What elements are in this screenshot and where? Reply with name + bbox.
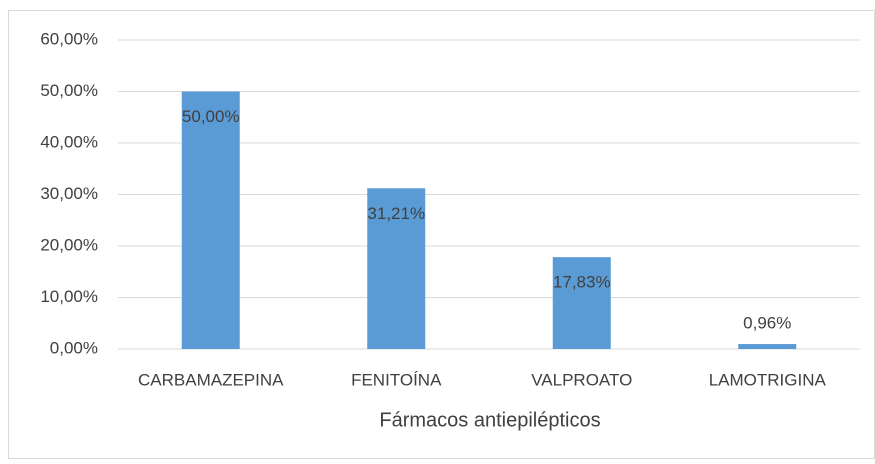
- x-axis-title: Fármacos antiepilépticos: [379, 409, 600, 431]
- x-tick-label: FENITOÍNA: [351, 370, 442, 389]
- y-tick-label: 20,00%: [40, 235, 98, 254]
- data-label: 17,83%: [553, 273, 611, 292]
- chart-border: [8, 10, 875, 459]
- y-tick-label: 50,00%: [40, 81, 98, 100]
- x-tick-label: LAMOTRIGINA: [709, 370, 827, 389]
- y-tick-label: 10,00%: [40, 287, 98, 306]
- y-tick-label: 30,00%: [40, 184, 98, 203]
- x-tick-label: VALPROATO: [531, 370, 632, 389]
- y-tick-label: 0,00%: [50, 338, 98, 357]
- y-tick-label: 60,00%: [40, 29, 98, 48]
- bar: [181, 91, 240, 349]
- y-tick-label: 40,00%: [40, 132, 98, 151]
- bar: [552, 257, 611, 349]
- data-label: 31,21%: [367, 204, 425, 223]
- data-label: 50,00%: [182, 107, 240, 126]
- bar: [738, 344, 797, 349]
- bar: [367, 188, 426, 349]
- x-tick-label: CARBAMAZEPINA: [138, 370, 284, 389]
- data-label: 0,96%: [743, 314, 791, 333]
